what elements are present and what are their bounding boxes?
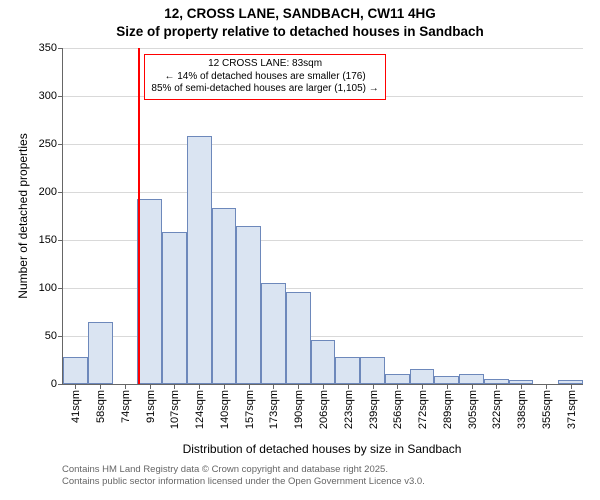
histogram-bar [410, 369, 435, 384]
histogram-bar [88, 322, 113, 384]
x-tick-label: 124sqm [192, 390, 206, 429]
y-tick-label: 250 [39, 138, 63, 150]
annotation-line: 85% of semi-detached houses are larger (… [151, 83, 378, 96]
histogram-bar [212, 208, 237, 384]
histogram-bar [162, 232, 187, 384]
x-tick-label: 338sqm [514, 390, 528, 429]
x-tick-label: 41sqm [68, 390, 82, 423]
x-tick-label: 58sqm [93, 390, 107, 423]
reference-line [138, 48, 140, 384]
histogram-bar [360, 357, 385, 384]
annotation-line: ← 14% of detached houses are smaller (17… [151, 71, 378, 84]
x-tick-label: 223sqm [341, 390, 355, 429]
x-tick-label: 206sqm [316, 390, 330, 429]
plot-area: 05010015020025030035041sqm58sqm74sqm91sq… [62, 48, 583, 385]
histogram-bar [385, 374, 410, 384]
histogram-bar [236, 226, 261, 384]
y-tick-label: 300 [39, 90, 63, 102]
x-tick-label: 289sqm [440, 390, 454, 429]
x-tick-label: 239sqm [366, 390, 380, 429]
histogram-bar [137, 199, 162, 384]
histogram-bar [311, 340, 336, 384]
x-tick-label: 91sqm [143, 390, 157, 423]
y-tick-label: 350 [39, 42, 63, 54]
gridline [63, 144, 583, 145]
annotation-line: 12 CROSS LANE: 83sqm [151, 58, 378, 71]
histogram-bar [261, 283, 286, 384]
footer-line-2: Contains public sector information licen… [62, 476, 425, 488]
x-tick-label: 355sqm [539, 390, 553, 429]
histogram-bar [286, 292, 311, 384]
chart-title-line2: Size of property relative to detached ho… [0, 24, 600, 39]
y-tick-label: 50 [45, 330, 63, 342]
x-tick-label: 173sqm [266, 390, 280, 429]
x-tick-label: 322sqm [489, 390, 503, 429]
x-tick-label: 272sqm [415, 390, 429, 429]
y-tick-label: 0 [51, 378, 63, 390]
gridline [63, 192, 583, 193]
x-tick-label: 371sqm [564, 390, 578, 429]
y-axis-label: Number of detached properties [16, 48, 30, 384]
gridline [63, 48, 583, 49]
x-tick-label: 190sqm [291, 390, 305, 429]
histogram-bar [459, 374, 484, 384]
x-tick-label: 256sqm [390, 390, 404, 429]
x-tick-label: 157sqm [242, 390, 256, 429]
x-tick-label: 140sqm [217, 390, 231, 429]
annotation-box: 12 CROSS LANE: 83sqm← 14% of detached ho… [144, 54, 385, 100]
footer-text: Contains HM Land Registry data © Crown c… [62, 464, 425, 488]
x-tick-label: 74sqm [118, 390, 132, 423]
y-tick-label: 100 [39, 282, 63, 294]
chart-title-line1: 12, CROSS LANE, SANDBACH, CW11 4HG [0, 6, 600, 21]
x-axis-label: Distribution of detached houses by size … [62, 442, 582, 456]
y-tick-label: 200 [39, 186, 63, 198]
histogram-bar [335, 357, 360, 384]
histogram-bar [434, 376, 459, 384]
y-tick-label: 150 [39, 234, 63, 246]
x-tick-label: 107sqm [167, 390, 181, 429]
histogram-bar [187, 136, 212, 384]
x-tick-label: 305sqm [465, 390, 479, 429]
chart-container: 12, CROSS LANE, SANDBACH, CW11 4HG Size … [0, 0, 600, 500]
footer-line-1: Contains HM Land Registry data © Crown c… [62, 464, 425, 476]
histogram-bar [63, 357, 88, 384]
